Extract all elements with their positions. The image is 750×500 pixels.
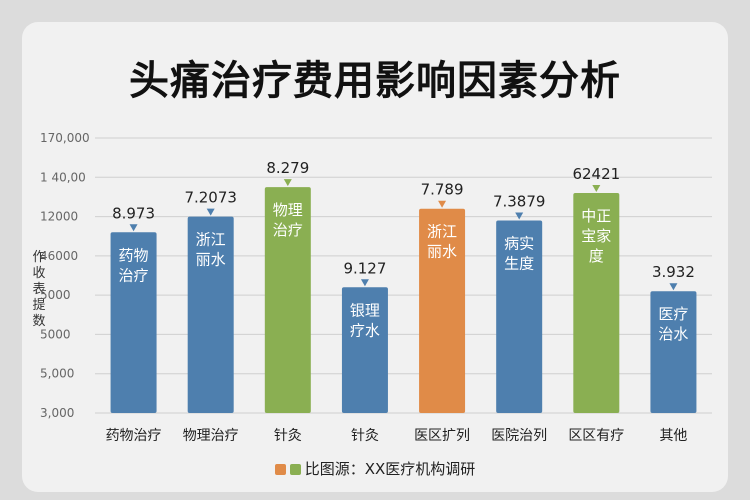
bar-inner-label: 治疗 — [273, 221, 303, 239]
legend-swatch-orange — [274, 464, 286, 475]
y-tick-label: 170,000 — [40, 131, 90, 145]
bar-marker — [360, 279, 369, 287]
bar-value-label: 8.973 — [112, 204, 155, 222]
bar-value-label: 7.789 — [421, 181, 464, 199]
bar-inner-label: 医疗 — [658, 305, 688, 323]
y-axis-label: 作收表提数 — [32, 250, 46, 329]
x-tick-label: 药物治疗 — [106, 428, 162, 444]
bar-marker — [206, 208, 215, 216]
bar-value-label: 7.2073 — [184, 189, 237, 207]
bar-marker — [283, 179, 292, 187]
y-tick-label: 12000 — [40, 210, 78, 224]
y-tick-label: 3,000 — [40, 406, 74, 420]
bar — [573, 193, 620, 413]
y-tick-label: 5000 — [40, 327, 71, 341]
y-tick-label: 46000 — [40, 249, 78, 263]
x-tick-label: 医区扩列 — [414, 428, 470, 444]
bar-inner-label: 疗水 — [350, 321, 380, 339]
bar-inner-label: 治疗 — [119, 266, 149, 284]
y-tick-label: 1 40,00 — [40, 170, 86, 184]
bar-value-label: 7.3879 — [493, 193, 546, 211]
bar-marker — [438, 200, 447, 208]
legend-source-text: 比图源：XX医疗机构调研 — [304, 460, 476, 478]
bar-inner-label: 宝家 — [581, 227, 611, 245]
chart-title: 头痛治疗费用影响因素分析 — [129, 58, 621, 104]
bar-inner-label: 药物 — [119, 246, 149, 264]
bar-inner-label: 病实 — [504, 235, 534, 253]
x-tick-label: 其他 — [659, 428, 687, 444]
y-tick-label: 5,000 — [40, 367, 74, 381]
bar-marker — [592, 185, 601, 192]
bar — [187, 216, 234, 413]
x-tick-label: 区区有疗 — [568, 428, 624, 444]
bar-inner-label: 浙江 — [196, 231, 226, 249]
bar-inner-label: 物理 — [273, 201, 303, 219]
bar-inner-label: 生度 — [504, 255, 534, 273]
bar-inner-label: 银理 — [350, 301, 380, 319]
bar-inner-label: 丽水 — [196, 251, 226, 269]
bar-inner-label: 丽水 — [427, 243, 457, 261]
bar-marker — [515, 212, 524, 220]
bar-inner-label: 浙江 — [427, 223, 457, 241]
bar-value-label: 9.127 — [343, 259, 386, 277]
bar-marker — [129, 224, 138, 232]
bar — [110, 232, 157, 413]
bar-inner-label: 度 — [589, 247, 604, 265]
legend-swatch-green — [289, 464, 301, 475]
x-tick-label: 针灸 — [351, 428, 379, 444]
bar-value-label: 8.279 — [266, 159, 309, 177]
x-tick-label: 物理治疗 — [183, 428, 239, 444]
bar-value-label: 3.932 — [652, 263, 695, 281]
y-tick-label: 5000 — [40, 288, 71, 302]
bar — [341, 287, 388, 413]
bar-inner-label: 治水 — [658, 325, 688, 343]
bar — [496, 220, 543, 413]
x-tick-label: 医院治列 — [491, 428, 547, 444]
bar — [650, 291, 697, 413]
bar — [419, 208, 466, 413]
bar-marker — [669, 283, 678, 291]
legend: 比图源：XX医疗机构调研 — [0, 458, 750, 479]
bar — [264, 187, 311, 413]
bar-value-label: 62421 — [572, 165, 620, 183]
bar-inner-label: 中正 — [581, 207, 611, 225]
x-tick-label: 针灸 — [274, 428, 302, 444]
